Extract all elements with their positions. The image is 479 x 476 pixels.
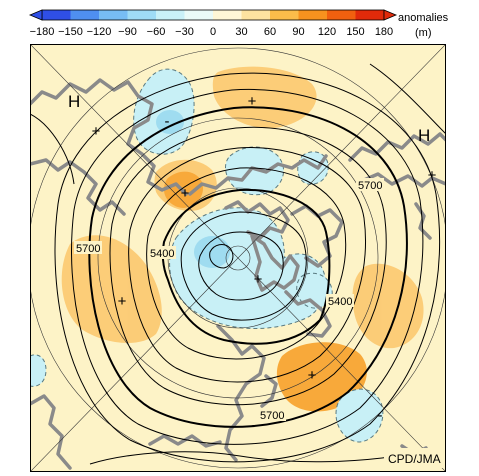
legend-tick-label: −120: [87, 26, 112, 38]
legend-swatch: [327, 10, 356, 20]
legend-swatch: [241, 10, 271, 20]
legend-swatch: [156, 10, 185, 20]
legend-tick-label: −180: [30, 26, 55, 38]
negative-anomaly-west-edge: [30, 354, 47, 387]
legend-tick-label: −60: [147, 26, 166, 38]
legend-swatch: [70, 10, 100, 20]
plus-marker: +: [248, 93, 257, 110]
contour-label-5700-south: 5700: [260, 410, 284, 422]
color-legend: −180 −150 −120 −90 −60 −30 0 30 60 90 120 150 180 an…: [28, 9, 449, 39]
plus-marker: +: [428, 167, 437, 184]
contour-mid-1: [109, 126, 387, 406]
negative-core-polar: [194, 236, 230, 268]
legend-arrow-left: [28, 9, 43, 21]
plus-marker: +: [118, 293, 127, 310]
negative-anomaly-cores: [156, 110, 230, 268]
plus-marker: +: [92, 123, 101, 140]
latitude-circle-outer: [30, 47, 446, 469]
legend-swatch: [99, 10, 128, 20]
anomaly-markers: + + + + + + + - -: [92, 93, 437, 424]
legend-unit: (m): [415, 27, 432, 39]
legend-tick-label: 60: [264, 26, 276, 38]
contour-bottom-1: [89, 451, 411, 465]
coast-east-asia: [216, 324, 266, 462]
legend-tick-label: 180: [375, 26, 393, 38]
legend-swatch: [298, 10, 328, 20]
positive-anomaly-east: [352, 263, 424, 349]
legend-arrow-right: [383, 9, 398, 21]
legend-swatch: [127, 10, 157, 20]
negative-anomaly-southeast: [335, 388, 384, 443]
plus-marker: +: [308, 367, 317, 384]
plus-marker: +: [181, 185, 190, 202]
coast-europe: [30, 78, 188, 196]
plus-marker: +: [254, 271, 263, 288]
graticule: [30, 44, 446, 472]
contour-low-center: [209, 244, 234, 269]
legend-color-bar: [28, 9, 398, 21]
contour-top-left: [30, 113, 75, 185]
contour-outer-1: [54, 72, 440, 463]
contour-label-5400-west: 5400: [150, 248, 174, 260]
contour-labels: 5700 5700 5700 5400 5400: [74, 178, 384, 422]
legend-swatch: [184, 10, 214, 20]
contour-top-right: [369, 63, 446, 135]
contour-label-5400-east: 5400: [328, 296, 352, 308]
legend-swatch: [270, 10, 299, 20]
high-marker-left: H: [68, 92, 80, 111]
contour-outer-2: [71, 88, 424, 445]
legend-tick-label: 150: [346, 26, 364, 38]
legend-tick-label: −90: [118, 26, 137, 38]
coast-arctic-islands: [224, 200, 290, 240]
legend-tick-label: −150: [58, 26, 83, 38]
credit-label: CPD/JMA: [388, 452, 441, 466]
coast-greenland: [250, 234, 300, 292]
legend-tick-label: −30: [175, 26, 194, 38]
positive-anomaly-west: [61, 235, 162, 343]
legend-swatch: [42, 10, 71, 20]
legend-tick-label: 120: [318, 26, 336, 38]
legend-tick-label: 90: [292, 26, 304, 38]
contour-5700: [88, 106, 408, 428]
legend-swatch: [355, 10, 385, 20]
pole-circle: [225, 245, 251, 271]
contour-5400: [161, 188, 331, 345]
minus-marker: -: [165, 113, 170, 130]
coast-west-lower: [30, 394, 72, 470]
map-border: [30, 44, 446, 472]
latitude-circle-middle: [97, 117, 379, 399]
coast-europe-2: [30, 158, 126, 216]
height-contours: [30, 63, 446, 465]
contour-inner-1: [180, 211, 307, 321]
legend-tick-label: 0: [210, 26, 216, 38]
legend-title: anomalies: [398, 12, 449, 24]
height-anomaly-map: 5700 5700 5700 5400 5400 H H + + + + + +…: [30, 44, 446, 472]
negative-core-atlantic: [156, 110, 184, 134]
coast-alaska: [284, 290, 332, 338]
contour-mid-3: [146, 167, 347, 360]
minus-marker: -: [378, 407, 383, 424]
positive-anomaly-north: [212, 66, 317, 129]
legend-swatch: [213, 10, 242, 20]
coast-north-america-east: [348, 132, 446, 162]
coast-asia-north: [188, 154, 328, 196]
contour-label-5700-west: 5700: [76, 243, 100, 255]
contour-mid-2: [128, 147, 366, 383]
legend-tick-label: 30: [235, 26, 247, 38]
contour-label-5700-east: 5700: [358, 180, 382, 192]
legend-tick-labels: −180 −150 −120 −90 −60 −30 0 30 60 90 120 150 180: [30, 26, 394, 38]
contour-inner-2: [198, 231, 284, 301]
meridian-diagonal-2: [30, 44, 446, 472]
high-marker-right: H: [418, 126, 430, 145]
